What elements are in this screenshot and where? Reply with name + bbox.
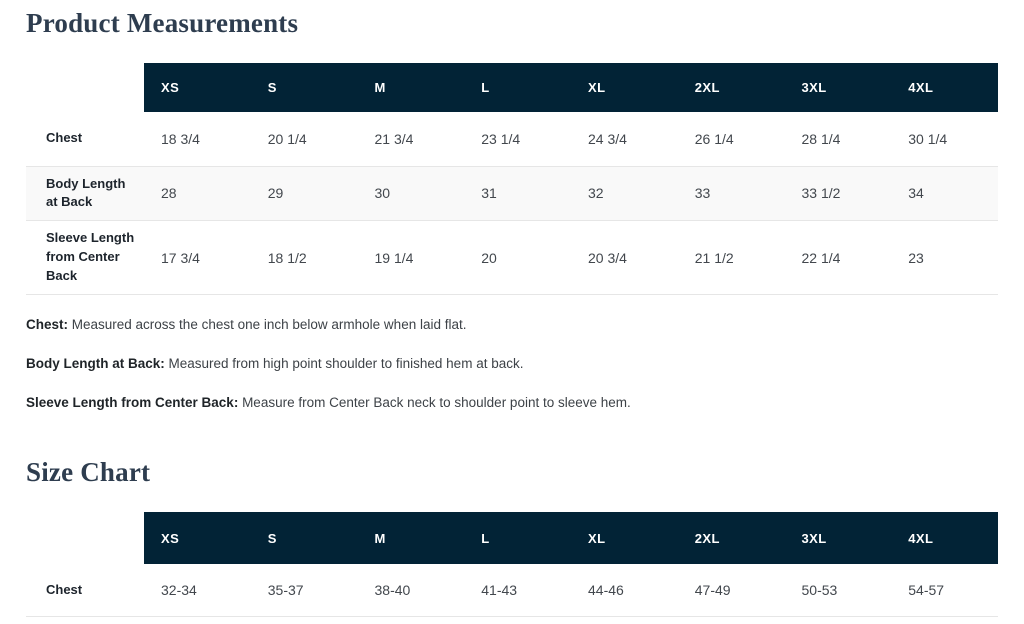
measurement-value: 22 1/4: [801, 249, 841, 266]
size-chart-title: Size Chart: [26, 457, 151, 488]
measurement-value: 30: [374, 185, 391, 202]
row-label: Sleeve Length from Center Back: [46, 230, 135, 283]
size-column-header: L: [464, 512, 571, 565]
measurement-value: 34: [908, 185, 924, 202]
table-row: Body Length at Back 28 29 30 31 32 33 33 1/2 34: [26, 166, 998, 221]
size-column-header: M: [357, 512, 465, 565]
measurement-value: 19 1/4: [374, 249, 414, 266]
measurement-value: 32: [588, 185, 604, 202]
measurement-value: 28 1/4: [801, 130, 841, 147]
measurement-value: 31: [481, 185, 497, 202]
size-column-header: 3XL: [784, 512, 892, 565]
measurement-value: 29: [267, 185, 284, 202]
size-column-header: XL: [571, 512, 678, 565]
product-measurements-title: Product Measurements: [26, 8, 299, 38]
row-label: Chest: [46, 130, 83, 146]
measurement-value: 33: [694, 185, 711, 202]
row-label: Body Length at Back: [46, 175, 126, 210]
measurement-value: 21 1/2: [694, 249, 734, 266]
table-row: Chest 32-34 35-37 38-40 41-43 44-46 47-49 50-53…: [26, 564, 998, 617]
measurement-value: 41-43: [481, 582, 518, 599]
measurement-value: 23: [908, 249, 924, 266]
table-row: Sleeve Length from Center Back 17 3/4 18 1…: [26, 221, 998, 295]
size-header-row: XS S M L XL 2XL 3XL 4XL: [26, 63, 998, 113]
size-column-header: 4XL: [891, 512, 998, 565]
measurement-value: 47-49: [694, 582, 731, 599]
definition-term: Sleeve Length from Center Back:: [26, 395, 239, 411]
size-chart-table: XS S M L XL 2XL 3XL 4XL Chest 32-34 35-37 38-40 41-…: [26, 512, 998, 617]
definition-sleeve-length: Sleeve Length from Center Back: Measure …: [26, 394, 998, 412]
size-column-header: 3XL: [784, 63, 892, 113]
measurement-value: 20 1/4: [267, 130, 307, 147]
measurement-value: 26 1/4: [694, 130, 734, 147]
definition-text: Measured across the chest one inch below…: [68, 316, 467, 332]
measurement-value: 18 1/2: [267, 249, 307, 266]
measurement-value: 44-46: [588, 582, 624, 599]
measurement-value: 38-40: [374, 582, 411, 599]
definition-text: Measured from high point shoulder to fin…: [164, 355, 524, 371]
size-header-row: XS S M L XL 2XL 3XL 4XL: [26, 512, 998, 565]
size-column-header: 2XL: [677, 512, 785, 565]
measurement-value: 33 1/2: [801, 185, 841, 202]
measurement-value: 18 3/4: [161, 130, 200, 147]
measurement-value: 50-53: [801, 582, 838, 599]
table-corner-cell: [26, 512, 144, 565]
size-column-header: L: [464, 63, 571, 113]
definition-chest: Chest: Measured across the chest one inc…: [26, 316, 998, 334]
size-column-header: M: [357, 63, 465, 113]
definition-body-length: Body Length at Back: Measured from high …: [26, 355, 998, 373]
size-column-header: XL: [571, 63, 678, 113]
measurement-value: 20: [481, 249, 497, 266]
definition-text: Measure from Center Back neck to shoulde…: [238, 395, 631, 411]
measurement-definitions: Chest: Measured across the chest one inc…: [26, 316, 998, 413]
size-column-header: S: [250, 63, 358, 113]
measurement-value: 23 1/4: [481, 130, 521, 147]
size-column-header: XS: [144, 512, 251, 565]
definition-term: Chest:: [26, 316, 69, 332]
size-column-header: S: [250, 512, 358, 565]
measurement-value: 28: [161, 185, 177, 202]
table-corner-cell: [26, 63, 144, 113]
size-column-header: XS: [144, 63, 251, 113]
size-column-header: 2XL: [677, 63, 785, 113]
measurement-value: 17 3/4: [161, 249, 200, 266]
measurement-value: 32-34: [161, 582, 197, 599]
row-label: Chest: [46, 581, 83, 597]
measurement-value: 30 1/4: [908, 130, 948, 147]
definition-term: Body Length at Back:: [26, 355, 165, 371]
measurement-value: 35-37: [267, 582, 304, 599]
measurement-value: 54-57: [908, 582, 945, 599]
measurement-value: 24 3/4: [588, 130, 627, 147]
product-measurements-table: XS S M L XL 2XL 3XL 4XL Chest 18 3/4 20 1/4 21 3/4…: [26, 63, 998, 295]
table-row: Chest 18 3/4 20 1/4 21 3/4 23 1/4 24 3/4 26 1/…: [26, 112, 998, 167]
measurement-value: 20 3/4: [588, 249, 627, 266]
size-column-header: 4XL: [891, 63, 998, 113]
measurement-value: 21 3/4: [374, 130, 414, 147]
